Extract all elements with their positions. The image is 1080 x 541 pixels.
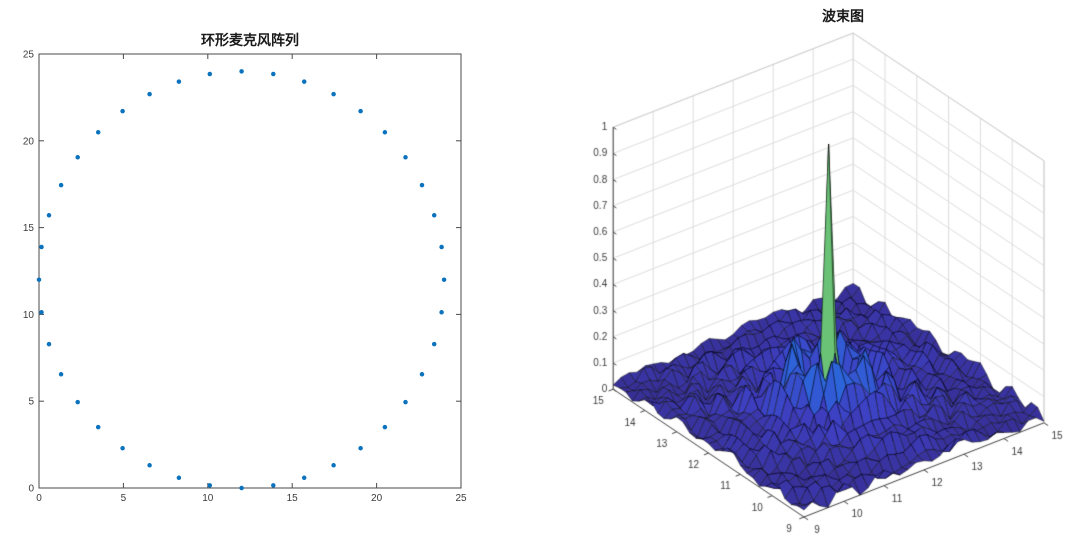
svg-text:15: 15 — [287, 493, 299, 504]
svg-text:10: 10 — [23, 310, 35, 321]
svg-text:20: 20 — [371, 493, 383, 504]
svg-text:10: 10 — [202, 493, 214, 504]
svg-text:5: 5 — [121, 493, 127, 504]
svg-text:0: 0 — [36, 493, 42, 504]
svg-text:25: 25 — [23, 50, 35, 61]
svg-text:25: 25 — [455, 493, 467, 504]
svg-text:0: 0 — [28, 484, 34, 495]
left-plot-title: 环形麦克风阵列 — [201, 34, 299, 49]
svg-text:5: 5 — [28, 397, 34, 408]
svg-text:15: 15 — [23, 223, 35, 234]
scatter-plot-circular-mic-array: 0 5 10 15 20 25 0 5 10 15 20 25 — [23, 50, 467, 505]
surface-plot-beampattern — [540, 0, 1080, 541]
svg-text:20: 20 — [23, 136, 35, 147]
